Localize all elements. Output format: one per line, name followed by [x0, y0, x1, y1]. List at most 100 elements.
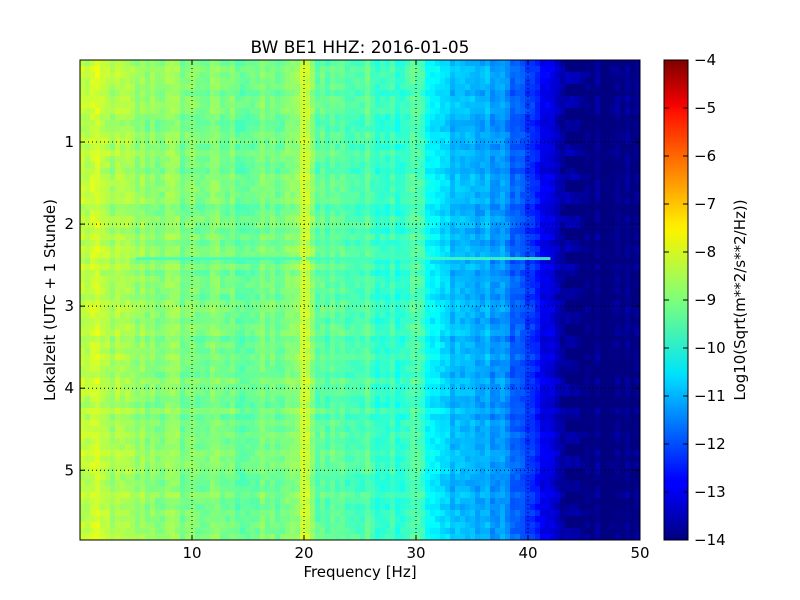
heatmap-cell [120, 300, 126, 307]
heatmap-cell [440, 192, 446, 199]
heatmap-cell [510, 138, 516, 145]
heatmap-cell [270, 168, 276, 175]
heatmap-cell [570, 198, 576, 205]
heatmap-cell [210, 114, 216, 121]
heatmap-cell [590, 306, 596, 313]
heatmap-cell [390, 318, 396, 325]
heatmap-cell [250, 114, 256, 121]
heatmap-cell [435, 300, 441, 307]
heatmap-cell [430, 288, 436, 295]
heatmap-cell [445, 138, 451, 145]
heatmap-cell [160, 72, 166, 79]
heatmap-cell [550, 300, 556, 307]
heatmap-cell [590, 168, 596, 175]
heatmap-cell [535, 132, 541, 139]
heatmap-cell [510, 300, 516, 307]
heatmap-cell [425, 144, 431, 151]
heatmap-cell [165, 270, 171, 277]
heatmap-cell [260, 138, 266, 145]
heatmap-cell [165, 102, 171, 109]
heatmap-cell [405, 174, 411, 181]
heatmap-cell [605, 264, 611, 271]
heatmap-cell [605, 168, 611, 175]
heatmap-cell [205, 108, 211, 115]
heatmap-cell [260, 318, 266, 325]
heatmap-cell [225, 252, 231, 259]
heatmap-cell [370, 282, 376, 289]
heatmap-cell [505, 192, 511, 199]
heatmap-cell [595, 252, 601, 259]
heatmap-cell [135, 180, 141, 187]
heatmap-cell [410, 306, 416, 313]
heatmap-cell [410, 282, 416, 289]
heatmap-cell [475, 126, 481, 133]
heatmap-cell [240, 144, 246, 151]
heatmap-cell [570, 252, 576, 259]
heatmap-cell [115, 120, 121, 127]
heatmap-cell [410, 138, 416, 145]
heatmap-cell [540, 138, 546, 145]
heatmap-cell [260, 156, 266, 163]
heatmap-cell [400, 186, 406, 193]
heatmap-cell [570, 78, 576, 85]
heatmap-cell [525, 300, 531, 307]
heatmap-cell [450, 288, 456, 295]
heatmap-cell [215, 78, 221, 85]
heatmap-cell [595, 180, 601, 187]
heatmap-cell [345, 246, 351, 253]
heatmap-cell [125, 228, 131, 235]
heatmap-cell [610, 294, 616, 301]
heatmap-cell [545, 270, 551, 277]
heatmap-cell [365, 102, 371, 109]
heatmap-cell [545, 78, 551, 85]
heatmap-cell [180, 162, 186, 169]
heatmap-cell [155, 318, 161, 325]
heatmap-cell [395, 120, 401, 127]
heatmap-cell [590, 108, 596, 115]
heatmap-cell [150, 324, 156, 331]
heatmap-cell [345, 264, 351, 271]
heatmap-cell [485, 306, 491, 313]
heatmap-cell [265, 66, 271, 73]
heatmap-cell [105, 132, 111, 139]
heatmap-cell [470, 96, 476, 103]
heatmap-cell [420, 132, 426, 139]
heatmap-cell [350, 174, 356, 181]
heatmap-cell [515, 72, 521, 79]
heatmap-cell [215, 234, 221, 241]
heatmap-cell [235, 270, 241, 277]
heatmap-cell [565, 312, 571, 319]
heatmap-cell [465, 90, 471, 97]
heatmap-cell [580, 192, 586, 199]
heatmap-cell [295, 240, 301, 247]
heatmap-cell [135, 108, 141, 115]
heatmap-cell [435, 216, 441, 223]
heatmap-cell [550, 282, 556, 289]
heatmap-cell [560, 240, 566, 247]
heatmap-cell [535, 162, 541, 169]
heatmap-cell [150, 252, 156, 259]
heatmap-cell [140, 264, 146, 271]
heatmap-cell [510, 258, 516, 265]
heatmap-cell [380, 204, 386, 211]
heatmap-cell [95, 192, 101, 199]
heatmap-cell [605, 114, 611, 121]
heatmap-cell [555, 234, 561, 241]
heatmap-cell [520, 216, 526, 223]
heatmap-cell [525, 132, 531, 139]
heatmap-cell [140, 234, 146, 241]
heatmap-cell [410, 162, 416, 169]
heatmap-cell [265, 156, 271, 163]
heatmap-cell [535, 150, 541, 157]
heatmap-cell [190, 318, 196, 325]
heatmap-cell [220, 282, 226, 289]
heatmap-cell [370, 84, 376, 91]
heatmap-cell [315, 282, 321, 289]
heatmap-cell [310, 300, 316, 307]
heatmap-cell [170, 96, 176, 103]
heatmap-cell [115, 216, 121, 223]
heatmap-cell [470, 276, 476, 283]
heatmap-cell [560, 294, 566, 301]
heatmap-cell [610, 252, 616, 259]
heatmap-cell [270, 60, 276, 67]
